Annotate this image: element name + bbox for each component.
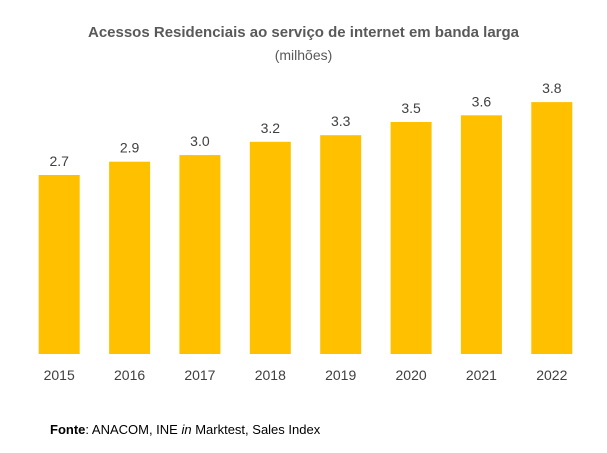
source-text-after: Marktest, Sales Index <box>191 422 321 437</box>
bar-2022 <box>531 102 573 354</box>
bar-2016 <box>109 161 151 354</box>
x-tick-2017: 2017 <box>184 367 215 383</box>
x-tick-2018: 2018 <box>255 367 286 383</box>
x-tick-2015: 2015 <box>44 367 75 383</box>
x-tick-2022: 2022 <box>536 367 567 383</box>
source-italic: in <box>181 422 192 437</box>
data-label-2016: 2.9 <box>120 140 140 156</box>
chart-title: Acessos Residenciais ao serviço de inter… <box>87 24 519 41</box>
data-label-2015: 2.7 <box>49 153 69 169</box>
chart-subtitle: (milhões) <box>274 47 333 63</box>
data-label-2017: 3.0 <box>190 133 210 149</box>
data-label-2018: 3.2 <box>261 120 281 136</box>
data-label-2021: 3.6 <box>472 93 492 109</box>
bar-2018 <box>249 141 291 354</box>
bar-2021 <box>460 115 502 354</box>
bar-2017 <box>179 155 221 354</box>
bar-2020 <box>390 122 432 354</box>
bar-2015 <box>38 175 80 354</box>
source-note: Fonte: ANACOM, INE in Marktest, Sales In… <box>50 422 320 437</box>
x-tick-2021: 2021 <box>466 367 497 383</box>
x-tick-2016: 2016 <box>114 367 145 383</box>
data-label-2020: 3.5 <box>401 100 421 116</box>
source-label: Fonte <box>50 422 86 437</box>
bar-chart: 2.7 2015 2.9 2016 3.0 2017 3.2 2018 3.3 2019 3.5 20… <box>38 80 573 383</box>
x-tick-2019: 2019 <box>325 367 356 383</box>
data-label-2019: 3.3 <box>331 113 351 129</box>
bar-2019 <box>320 135 362 354</box>
source-text-before: : ANACOM, INE <box>85 422 182 437</box>
x-tick-2020: 2020 <box>396 367 427 383</box>
data-label-2022: 3.8 <box>542 80 562 96</box>
